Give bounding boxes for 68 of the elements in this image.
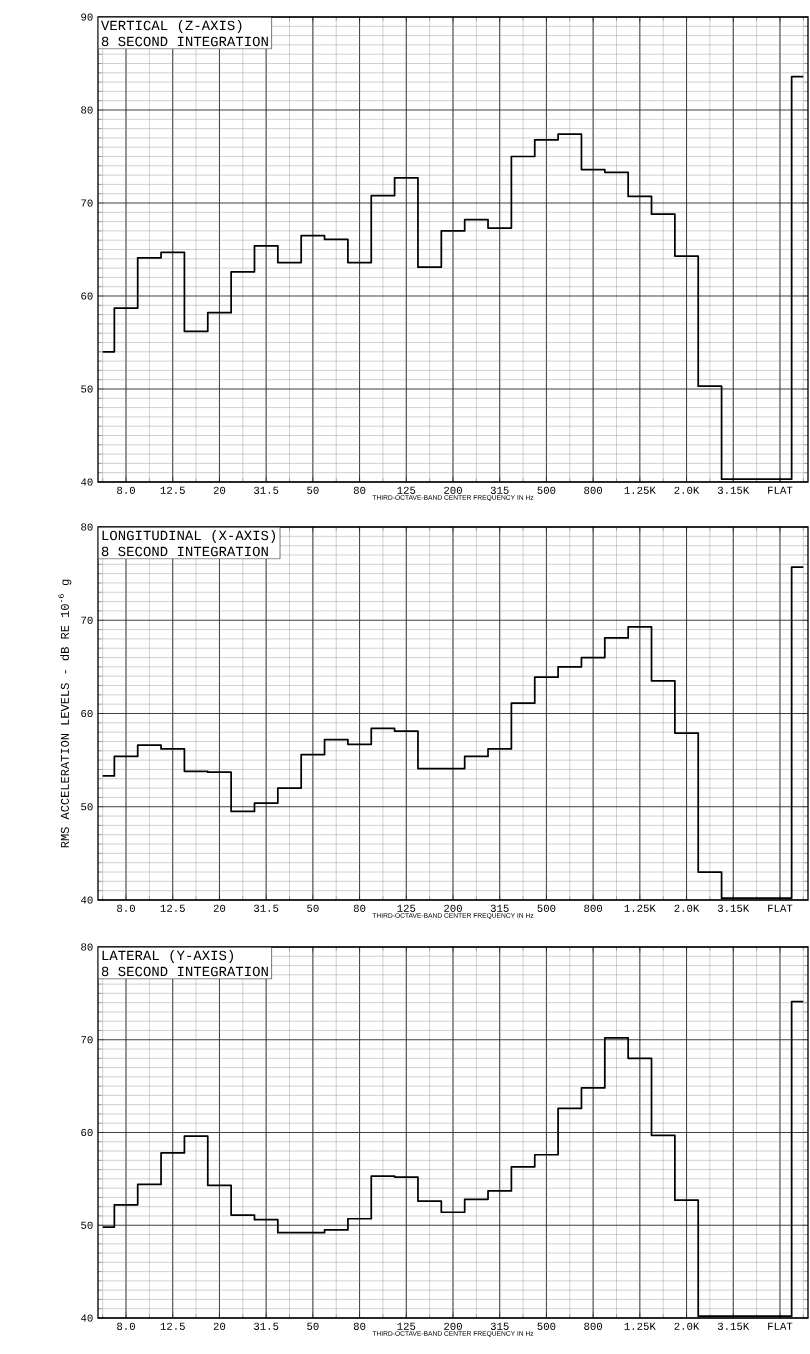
y-tick-label: 70 xyxy=(81,199,93,207)
x-tick-label: 500 xyxy=(537,486,556,494)
x-tick-label: 125 xyxy=(397,486,416,494)
x-tick-label: 8.0 xyxy=(117,486,135,494)
x-tick-label: 31.5 xyxy=(254,904,279,912)
x-tick-label: 315 xyxy=(490,1322,509,1330)
chart-title: LONGITUDINAL (X-AXIS) xyxy=(102,529,275,543)
y-tick-label: 80 xyxy=(81,106,93,114)
x-tick-label: 3.15K xyxy=(717,1322,750,1330)
x-tick-label: 80 xyxy=(353,904,366,912)
y-tick-label: 60 xyxy=(81,292,93,300)
x-tick-label: 50 xyxy=(307,486,319,494)
x-tick-label: 200 xyxy=(444,904,462,912)
x-tick-label: 20 xyxy=(213,486,226,494)
y-tick-label: 40 xyxy=(81,478,93,486)
x-tick-label: 800 xyxy=(584,1322,603,1330)
x-tick-label: 200 xyxy=(444,486,462,494)
x-tick-label: 80 xyxy=(353,486,366,494)
y-tick-label: 70 xyxy=(81,1036,93,1044)
x-tick-label: 80 xyxy=(353,1322,366,1330)
x-tick-label: 800 xyxy=(584,904,603,912)
x-tick-label: 2.0K xyxy=(674,904,700,912)
x-tick-label: 1.25K xyxy=(624,1322,656,1330)
y-tick-label: 60 xyxy=(81,709,93,718)
chart-title: LATERAL (Y-AXIS) xyxy=(102,949,233,963)
text: 8 SECOND INTEGRATION xyxy=(101,36,268,47)
x-tick-label: FLAT xyxy=(768,486,793,494)
y-tick-label: 50 xyxy=(81,385,93,393)
y-axis-title: RMS ACCELERATION LEVELS - dB RE 10$^{-6}$ g xyxy=(58,579,72,848)
x-tick-label: 200 xyxy=(444,1322,462,1330)
x-tick-label: 125 xyxy=(397,1322,416,1330)
y-tick-label: 50 xyxy=(81,1221,93,1229)
x-tick-label: 2.0K xyxy=(674,1322,700,1330)
y-tick-label: 40 xyxy=(81,896,93,904)
x-tick-label: 3.15K xyxy=(717,486,750,494)
x-tick-label: 31.5 xyxy=(254,486,279,494)
x-tick-label: 8.0 xyxy=(117,1322,135,1330)
x-tick-label: 315 xyxy=(490,904,509,912)
x-tick-label: 12.5 xyxy=(160,1322,185,1330)
x-tick-label: 800 xyxy=(584,486,603,494)
x-tick-label: 2.0K xyxy=(674,486,700,494)
x-tick-label: 50 xyxy=(307,1322,319,1330)
x-tick-label: 20 xyxy=(213,904,226,912)
text: 8 SECOND INTEGRATION xyxy=(101,966,268,977)
chart-title: VERTICAL (Z-AXIS) xyxy=(101,19,242,33)
x-tick-label: 31.5 xyxy=(254,1322,279,1330)
y-tick-label: 70 xyxy=(81,616,93,624)
y-tick-label: 90 xyxy=(81,13,93,21)
y-tick-label: 60 xyxy=(81,1128,93,1137)
y-tick-label: 80 xyxy=(81,943,93,951)
x-tick-label: FLAT xyxy=(768,1322,793,1330)
x-tick-label: 50 xyxy=(307,904,319,912)
x-tick-label: 500 xyxy=(537,1322,556,1330)
x-tick-label: 1.25K xyxy=(624,486,656,494)
x-tick-label: 12.5 xyxy=(160,486,185,494)
x-tick-label: 125 xyxy=(397,904,416,912)
x-tick-label: 315 xyxy=(490,486,509,494)
y-tick-label: 50 xyxy=(81,803,93,811)
y-tick-label: 40 xyxy=(81,1314,93,1322)
x-tick-label: 12.5 xyxy=(160,904,185,912)
x-tick-label: 8.0 xyxy=(117,904,135,912)
x-tick-label: 3.15K xyxy=(717,904,750,912)
text: 8 SECOND INTEGRATION xyxy=(101,546,268,557)
y-tick-label: 80 xyxy=(81,523,93,531)
x-tick-label: FLAT xyxy=(768,904,793,912)
x-tick-label: 500 xyxy=(537,904,556,912)
x-tick-label: 20 xyxy=(213,1322,226,1330)
x-tick-label: 1.25K xyxy=(624,904,656,912)
